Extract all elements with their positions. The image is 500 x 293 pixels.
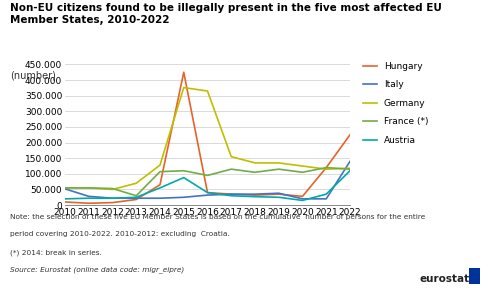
- Text: (*) 2014: break in series.: (*) 2014: break in series.: [10, 249, 102, 255]
- Text: eurostat: eurostat: [420, 274, 470, 284]
- Austria: [252, 195, 258, 198]
- Austria: [300, 199, 306, 202]
- France (*): [181, 169, 187, 173]
- Hungary: [110, 201, 116, 204]
- Germany: [86, 186, 92, 190]
- Text: period covering 2010-2022. 2010-2012: excluding  Croatia.: period covering 2010-2022. 2010-2012: ex…: [10, 231, 230, 237]
- Italy: [252, 193, 258, 196]
- France (*): [157, 170, 163, 173]
- Line: Italy: Italy: [65, 161, 350, 199]
- Germany: [204, 89, 210, 93]
- Italy: [347, 160, 353, 163]
- Germany: [347, 166, 353, 170]
- France (*): [204, 174, 210, 177]
- Germany: [110, 188, 116, 191]
- Hungary: [228, 193, 234, 196]
- Text: (number): (number): [10, 70, 56, 80]
- Text: Note: the selection of these five EU Member States is based on the cumulative  n: Note: the selection of these five EU Mem…: [10, 214, 425, 220]
- Hungary: [133, 198, 139, 201]
- France (*): [323, 166, 329, 169]
- France (*): [347, 167, 353, 171]
- Hungary: [204, 191, 210, 194]
- Italy: [300, 197, 306, 201]
- Austria: [181, 176, 187, 179]
- Germany: [181, 86, 187, 89]
- Austria: [347, 169, 353, 173]
- France (*): [276, 167, 282, 171]
- Austria: [110, 197, 116, 200]
- Italy: [228, 193, 234, 196]
- France (*): [133, 194, 139, 197]
- Austria: [323, 193, 329, 196]
- Hungary: [157, 183, 163, 187]
- Hungary: [86, 202, 92, 205]
- France (*): [252, 171, 258, 174]
- Italy: [204, 193, 210, 197]
- Hungary: [323, 166, 329, 169]
- Italy: [181, 195, 187, 199]
- France (*): [86, 186, 92, 190]
- Germany: [276, 161, 282, 165]
- Germany: [133, 181, 139, 185]
- Austria: [228, 194, 234, 197]
- Italy: [323, 197, 329, 201]
- Austria: [204, 191, 210, 194]
- Germany: [300, 164, 306, 168]
- Germany: [157, 163, 163, 167]
- Austria: [276, 195, 282, 199]
- Line: France (*): France (*): [65, 168, 350, 196]
- Austria: [62, 197, 68, 201]
- Italy: [86, 195, 92, 198]
- Legend: Hungary, Italy, Germany, France (*), Austria: Hungary, Italy, Germany, France (*), Aus…: [363, 62, 428, 145]
- Italy: [110, 197, 116, 200]
- Italy: [62, 187, 68, 191]
- France (*): [300, 171, 306, 174]
- Hungary: [181, 71, 187, 74]
- Hungary: [276, 193, 282, 196]
- France (*): [110, 187, 116, 190]
- Text: Non-EU citizens found to be illegally present in the five most affected EU
Membe: Non-EU citizens found to be illegally pr…: [10, 3, 442, 25]
- France (*): [228, 167, 234, 171]
- Germany: [62, 186, 68, 190]
- Italy: [157, 197, 163, 200]
- Italy: [276, 191, 282, 195]
- Line: Hungary: Hungary: [65, 72, 350, 203]
- Austria: [157, 186, 163, 190]
- Austria: [86, 197, 92, 200]
- Hungary: [252, 193, 258, 197]
- Germany: [252, 161, 258, 165]
- Hungary: [62, 200, 68, 204]
- Austria: [133, 195, 139, 199]
- Italy: [133, 197, 139, 200]
- Line: Germany: Germany: [65, 88, 350, 190]
- Germany: [323, 167, 329, 171]
- Line: Austria: Austria: [65, 171, 350, 200]
- Germany: [228, 155, 234, 159]
- France (*): [62, 186, 68, 190]
- Hungary: [300, 195, 306, 198]
- Text: Source: Eurostat (online data code: migr_eipre): Source: Eurostat (online data code: migr…: [10, 267, 184, 273]
- Hungary: [347, 133, 353, 137]
